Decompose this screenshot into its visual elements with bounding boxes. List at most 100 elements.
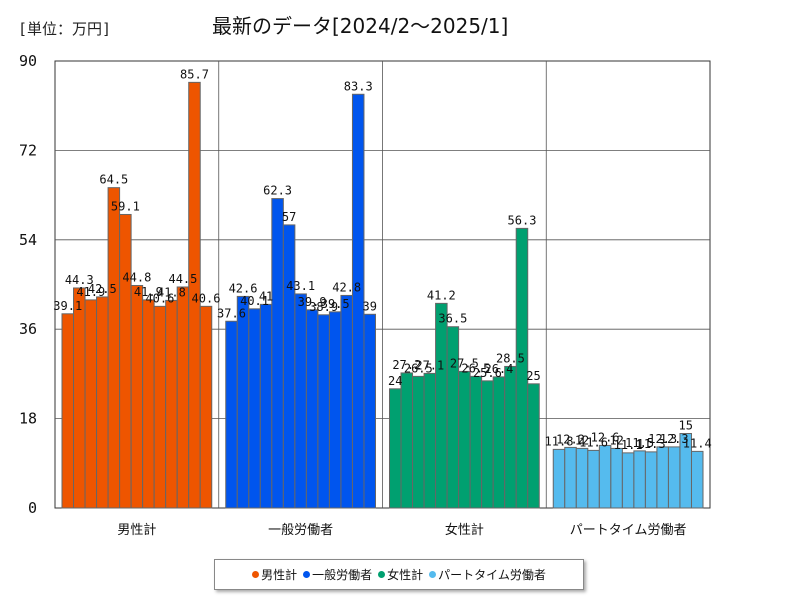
chart-legend: 男性計 一般労働者 女性計 パートタイム労働者 (214, 559, 584, 590)
legend-item: 一般労働者 (303, 566, 372, 583)
legend-label: 一般労働者 (312, 568, 373, 582)
data-label: 27.5 (450, 356, 479, 370)
bar (363, 313, 377, 509)
data-label: 83.3 (344, 79, 373, 93)
bar (73, 287, 86, 509)
data-label: 12.2 (556, 432, 585, 446)
data-label: 40.6 (192, 291, 221, 305)
bar (690, 450, 704, 509)
legend-swatch (252, 571, 260, 578)
bar (271, 198, 284, 509)
data-label: 11.5 (625, 436, 654, 450)
legend-item: 男性計 (252, 566, 297, 583)
bar (305, 309, 319, 509)
data-label: 64.5 (99, 173, 128, 187)
bar (504, 365, 517, 509)
legend-item: パートタイム労働者 (429, 566, 546, 583)
bar (84, 299, 98, 509)
data-label: 12 (575, 433, 589, 447)
data-label: 42.8 (332, 280, 361, 294)
bar (225, 320, 238, 509)
legend-item: 女性計 (378, 566, 423, 583)
legend-label: パートタイム労働者 (438, 568, 546, 582)
data-label: 12 (609, 433, 623, 447)
data-label: 11.8 (545, 434, 574, 448)
bar (259, 303, 273, 509)
bar (236, 295, 250, 509)
bar (130, 284, 144, 509)
data-label: 44.8 (122, 270, 151, 284)
data-label: 11.4 (683, 436, 712, 450)
data-label: 39.9 (298, 295, 327, 309)
bar (412, 375, 425, 509)
data-label: 57 (282, 210, 296, 224)
data-label: 11.3 (637, 437, 666, 451)
x-category-label: 女性計 (445, 522, 484, 538)
bar (282, 224, 296, 509)
data-label: 43.1 (286, 279, 315, 293)
bar (389, 388, 402, 509)
bar (107, 187, 121, 509)
bar (317, 314, 330, 509)
bar (153, 305, 167, 509)
data-label: 27.1 (415, 358, 444, 372)
bar (656, 446, 669, 509)
data-label: 25 (526, 369, 540, 383)
data-label: 39.1 (53, 299, 82, 313)
bar (96, 296, 109, 509)
bar (564, 446, 577, 509)
bar (248, 308, 261, 509)
data-label: 36.5 (438, 312, 467, 326)
bar (351, 93, 365, 509)
data-label: 85.7 (180, 67, 209, 81)
data-label: 37.6 (217, 306, 246, 320)
y-tick-label: 0 (28, 499, 37, 517)
y-tick-label: 72 (19, 141, 37, 159)
data-label: 38.9 (309, 300, 338, 314)
data-label: 56.3 (508, 213, 537, 227)
y-tick-label: 36 (19, 320, 37, 338)
y-tick-label: 18 (19, 410, 37, 428)
bar (423, 372, 437, 509)
data-label: 11.6 (579, 435, 608, 449)
data-label: 39.5 (321, 297, 350, 311)
bar (435, 302, 448, 509)
data-label: 42.5 (88, 282, 117, 296)
data-label: 41 (259, 289, 273, 303)
bar (552, 448, 566, 509)
bar (188, 81, 201, 509)
bar (621, 452, 635, 509)
data-label: 41.9 (134, 285, 163, 299)
x-category-label: 一般労働者 (268, 522, 333, 538)
bar (575, 447, 589, 509)
bar (61, 313, 75, 509)
data-label: 41.9 (76, 285, 105, 299)
bar (633, 450, 646, 509)
x-category-label: パートタイム労働者 (570, 523, 687, 538)
bar (515, 227, 529, 509)
bar (199, 305, 213, 509)
data-label: 26.5 (461, 361, 490, 375)
data-label: 28.5 (496, 351, 525, 365)
data-label: 44.3 (65, 273, 94, 287)
data-label: 26.5 (404, 361, 433, 375)
data-label: 12.3 (660, 432, 689, 446)
data-label: 41.2 (427, 288, 456, 302)
data-label: 39 (363, 299, 377, 313)
chart-title: 最新のデータ[2024/2～2025/1] (212, 14, 509, 38)
data-label: 59.1 (111, 199, 140, 213)
legend-label: 男性計 (261, 568, 298, 582)
y-tick-label: 54 (19, 231, 37, 249)
bar (527, 383, 540, 509)
data-label: 15 (678, 419, 692, 433)
bar (400, 372, 414, 509)
data-label: 12.3 (648, 432, 677, 446)
bar (469, 375, 483, 509)
y-tick-label: 90 (19, 52, 37, 70)
data-label: 40.1 (240, 294, 269, 308)
bar (165, 299, 178, 509)
bar (119, 213, 132, 509)
bar (176, 286, 190, 509)
bar (458, 370, 471, 509)
